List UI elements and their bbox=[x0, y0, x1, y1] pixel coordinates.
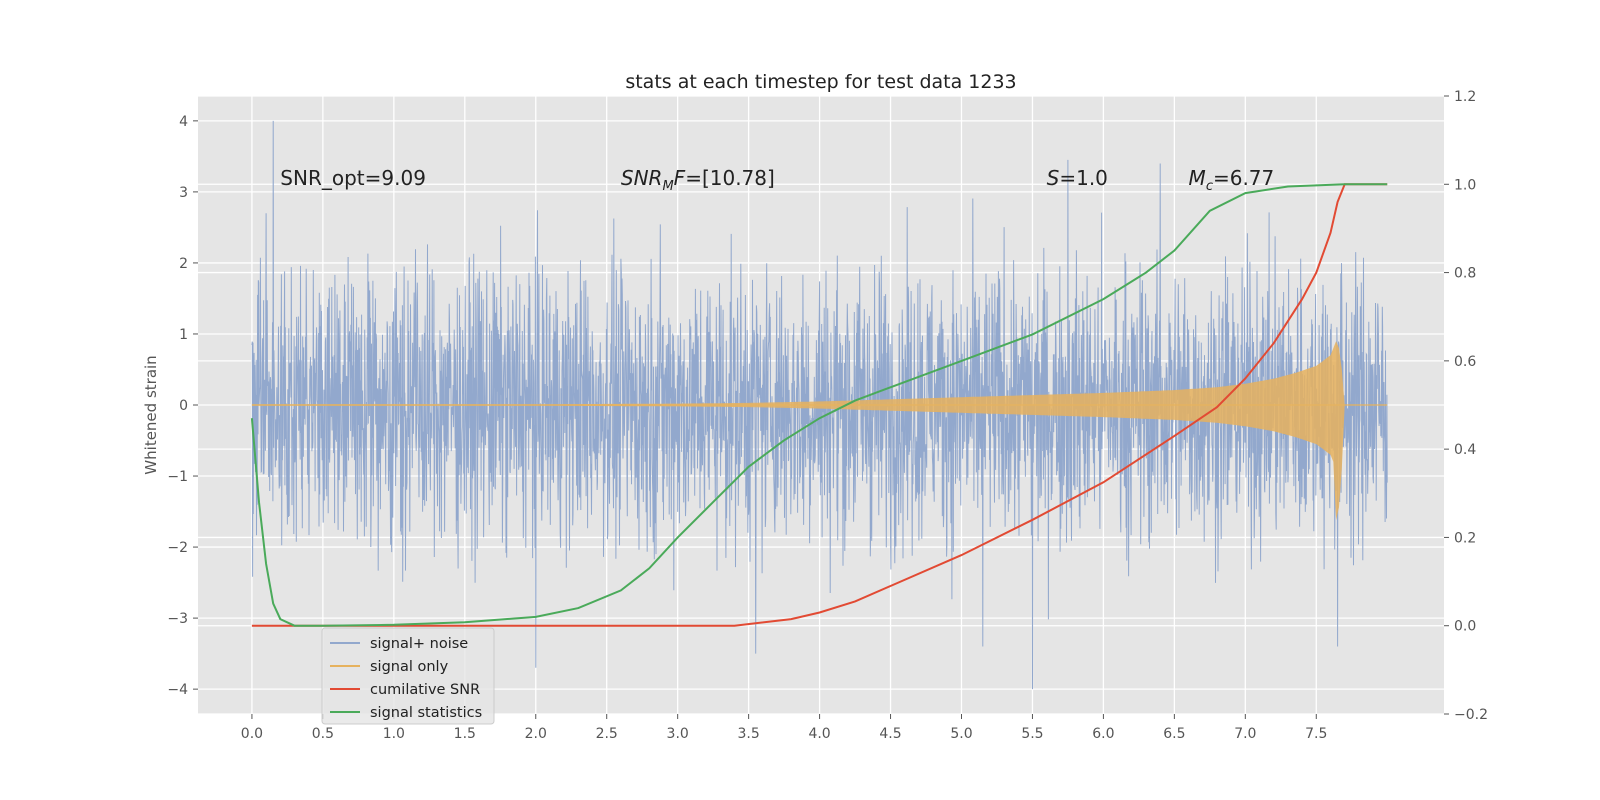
y-tick-label: 2 bbox=[179, 256, 188, 272]
annotations: SNR_opt=9.09 SNRMF=[10.78] S=1.0 Mc=6.77 bbox=[280, 166, 1274, 194]
x-tick-label: 5.5 bbox=[1021, 726, 1043, 742]
y-right-tick-label: 1.2 bbox=[1454, 89, 1476, 105]
y-right-tick-label: 0.8 bbox=[1454, 266, 1476, 282]
legend-label: cumilative SNR bbox=[370, 682, 480, 698]
x-tick-label: 0.0 bbox=[241, 726, 263, 742]
y-right-tick-label: −0.2 bbox=[1454, 707, 1488, 723]
y-tick-label: 1 bbox=[179, 327, 188, 343]
x-tick-label: 3.0 bbox=[667, 726, 689, 742]
x-tick-label: 1.5 bbox=[454, 726, 476, 742]
x-tick-label: 3.5 bbox=[737, 726, 759, 742]
legend-label: signal+ noise bbox=[370, 636, 468, 652]
legend: signal+ noise signal only cumilative SNR si… bbox=[321, 627, 495, 725]
x-tick-label: 0.5 bbox=[312, 726, 334, 742]
x-tick-label: 2.5 bbox=[596, 726, 618, 742]
signal-statistics-line bbox=[250, 183, 1388, 627]
chart-title: stats at each timestep for test data 123… bbox=[625, 71, 1016, 93]
x-tick-label: 5.0 bbox=[950, 726, 972, 742]
y-axis-label: Whitened strain bbox=[142, 355, 160, 474]
y-tick-label: −1 bbox=[167, 469, 188, 485]
y-tick-label: 4 bbox=[179, 114, 188, 130]
y-right-tick-label: 0.4 bbox=[1454, 442, 1476, 458]
x-tick-label: 7.0 bbox=[1234, 726, 1256, 742]
y-tick-label: −2 bbox=[167, 540, 188, 556]
legend-box bbox=[321, 627, 495, 725]
annotation-0: SNR_opt=9.09 bbox=[280, 166, 426, 190]
annotation-1: SNRMF=[10.78] bbox=[621, 166, 775, 194]
legend-label: signal only bbox=[370, 659, 449, 675]
x-tick-label: 4.5 bbox=[879, 726, 901, 742]
axes: 0.0 0.5 1.0 1.5 2.0 2.5 3.0 3.5 4.0 4.5 5.0 5.5 6.0 6… bbox=[167, 89, 1488, 742]
y-right-tick-label: 0.0 bbox=[1454, 619, 1476, 635]
y-tick-label: 0 bbox=[179, 398, 188, 414]
y-right-tick-label: 1.0 bbox=[1454, 177, 1476, 193]
y-tick-label: −4 bbox=[167, 682, 188, 698]
annotation-2: S=1.0 bbox=[1047, 166, 1108, 190]
cumulative-snr-line bbox=[251, 183, 1388, 627]
x-tick-label: 6.0 bbox=[1092, 726, 1114, 742]
legend-label: signal statistics bbox=[370, 705, 482, 721]
y-tick-label: 3 bbox=[179, 185, 188, 201]
x-tick-label: 6.5 bbox=[1163, 726, 1185, 742]
x-tick-label: 2.0 bbox=[525, 726, 547, 742]
y-right-tick-label: 0.6 bbox=[1454, 354, 1476, 370]
y-tick-label: −3 bbox=[167, 611, 188, 627]
annotation-3: Mc=6.77 bbox=[1189, 166, 1275, 194]
signal-plus-noise-line bbox=[251, 120, 1388, 690]
x-tick-label: 7.5 bbox=[1305, 726, 1327, 742]
x-tick-label: 4.0 bbox=[808, 726, 830, 742]
x-tick-label: 1.0 bbox=[383, 726, 405, 742]
y-right-tick-label: 0.2 bbox=[1454, 530, 1476, 546]
series-layer bbox=[250, 120, 1388, 690]
